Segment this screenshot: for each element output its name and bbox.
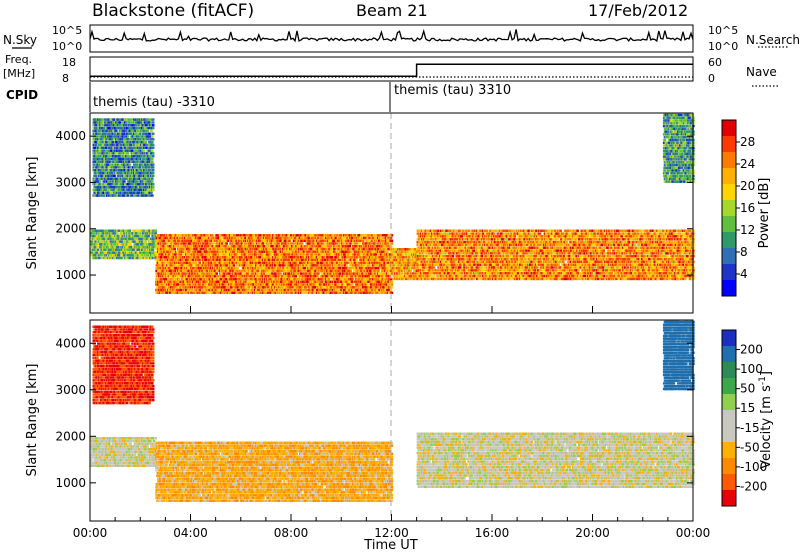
data-cell <box>121 238 124 240</box>
radar-title: Blackstone (fitACF) <box>92 1 254 21</box>
power-heatmap <box>90 114 695 294</box>
data-cell <box>103 249 106 251</box>
nsky-tick-bottom: 10^0 <box>52 40 82 53</box>
data-cell <box>104 133 107 135</box>
nave-label: Nave <box>746 65 777 79</box>
data-cell <box>95 183 98 185</box>
data-cell <box>134 254 137 256</box>
freq-label: Freq. <box>5 53 32 66</box>
data-cell <box>108 166 111 168</box>
data-cell <box>152 249 155 251</box>
data-cell <box>93 147 96 149</box>
nsky-panel-frame <box>90 25 693 52</box>
data-cell <box>105 230 108 232</box>
nsearch-tick-top: 10^5 <box>708 24 738 37</box>
data-cell <box>96 246 99 248</box>
data-cell <box>99 180 102 182</box>
nsky-label: N.Sky <box>3 33 37 47</box>
data-cell <box>117 246 120 248</box>
freq-unit-label: [MHz] <box>3 67 35 80</box>
nave-tick-bottom: 0 <box>708 72 715 85</box>
data-cell <box>129 243 132 245</box>
data-cell <box>145 240 148 242</box>
data-cell <box>98 158 101 160</box>
cpid-segment-2: themis (tau) 3310 <box>394 83 511 98</box>
data-cell <box>98 257 101 259</box>
freq-tick-top: 18 <box>62 56 76 69</box>
freq-tick-bottom: 8 <box>62 72 69 85</box>
data-cell <box>118 254 121 256</box>
data-cell <box>101 257 104 259</box>
data-cell <box>116 232 119 234</box>
nsearch-label: N.Search <box>746 33 800 47</box>
data-cell <box>139 251 142 253</box>
date-title: 17/Feb/2012 <box>588 1 688 20</box>
figure: Blackstone (fitACF) Beam 21 17/Feb/2012 … <box>0 0 800 554</box>
cpid-label: CPID <box>6 88 38 102</box>
data-cell <box>96 135 99 137</box>
data-cell <box>102 149 105 151</box>
freq-series-line <box>90 64 693 76</box>
data-cell <box>118 230 121 232</box>
data-cell <box>104 172 107 174</box>
data-cell <box>154 230 157 232</box>
data-cell <box>103 235 106 237</box>
data-cell <box>105 141 108 143</box>
cpid-segment-1: themis (tau) -3310 <box>93 95 215 110</box>
beam-title: Beam 21 <box>356 1 428 20</box>
data-cell <box>95 243 98 245</box>
data-cell <box>102 118 105 120</box>
data-cell <box>112 238 115 240</box>
data-cell <box>129 230 132 232</box>
nsky-tick-top: 10^5 <box>52 24 82 37</box>
nave-tick-top: 60 <box>708 56 722 69</box>
nsky-series-line <box>90 29 693 41</box>
data-cell <box>139 257 142 259</box>
data-cell <box>108 158 111 160</box>
nsearch-tick-bottom: 10^0 <box>708 40 738 53</box>
data-cell <box>147 235 150 237</box>
